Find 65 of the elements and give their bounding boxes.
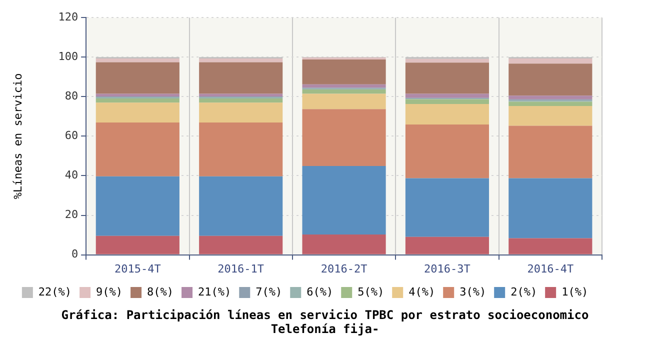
bar [405, 104, 490, 125]
bar [199, 122, 283, 176]
bar [96, 94, 180, 96]
bar [302, 109, 386, 166]
text: Telefonía fija- [270, 322, 380, 336]
bar [199, 102, 283, 123]
bar [96, 62, 180, 94]
y-tick-label: 80 [64, 90, 78, 103]
y-tick-label: 100 [58, 50, 78, 63]
y-tick-label: 20 [64, 208, 78, 222]
bar [405, 236, 490, 254]
text: Gráfica: Participación líneas en servicio TPBC por estrato socioeconomico [60, 308, 590, 322]
bar [199, 236, 283, 254]
legend-label: 4(%) [408, 285, 436, 298]
legend-label: 1(%) [562, 285, 588, 298]
bar [508, 64, 592, 96]
bar [199, 98, 283, 103]
bar [96, 98, 180, 103]
y-tick-label: 120 [58, 10, 78, 24]
legend-label: 2(%) [510, 285, 538, 298]
bar [302, 60, 386, 84]
legend-label: 7(%) [256, 285, 282, 298]
bar [405, 58, 490, 63]
legend-label: 6(%) [306, 285, 334, 298]
bar [302, 166, 386, 234]
bar [508, 102, 592, 106]
bar [96, 236, 180, 254]
bar [96, 58, 180, 62]
bar [302, 234, 386, 254]
bar [405, 94, 490, 98]
bar [199, 58, 283, 62]
x-tick-label: 2016-2T [320, 262, 368, 276]
x-tick-label: 2016-3T [424, 262, 471, 276]
y-tick-label: 40 [64, 168, 78, 182]
bar [96, 102, 180, 123]
bar [199, 176, 283, 236]
legend-label: 5(%) [358, 285, 384, 298]
bar [199, 62, 283, 94]
bar [508, 96, 592, 100]
bar [96, 176, 180, 236]
bar [96, 122, 180, 176]
y-tick-label: 0 [71, 248, 78, 261]
bar [405, 124, 490, 178]
bar [199, 94, 283, 96]
legend-label: 22(%) [38, 285, 72, 298]
legend-label: 9(%) [96, 285, 123, 298]
legend-label: 21(%) [198, 285, 232, 298]
y-tick-label: 60 [64, 129, 78, 142]
bar [508, 106, 592, 126]
bar [405, 62, 490, 94]
legend-label: 8(%) [147, 285, 174, 298]
bar [405, 178, 490, 237]
y-axis-title: %Líneas en servicio [11, 73, 24, 200]
bar [302, 94, 386, 110]
bar [508, 58, 592, 64]
bar [405, 99, 490, 104]
bar [508, 178, 592, 238]
x-tick-label: 2016-1T [218, 262, 264, 276]
bar [302, 84, 386, 88]
bar [508, 238, 592, 254]
bar [302, 90, 386, 94]
legend-label: 3(%) [460, 285, 486, 298]
x-tick-label: 2015-4T [114, 262, 162, 276]
x-tick-label: 2016-4T [527, 262, 574, 276]
bar [508, 126, 592, 178]
